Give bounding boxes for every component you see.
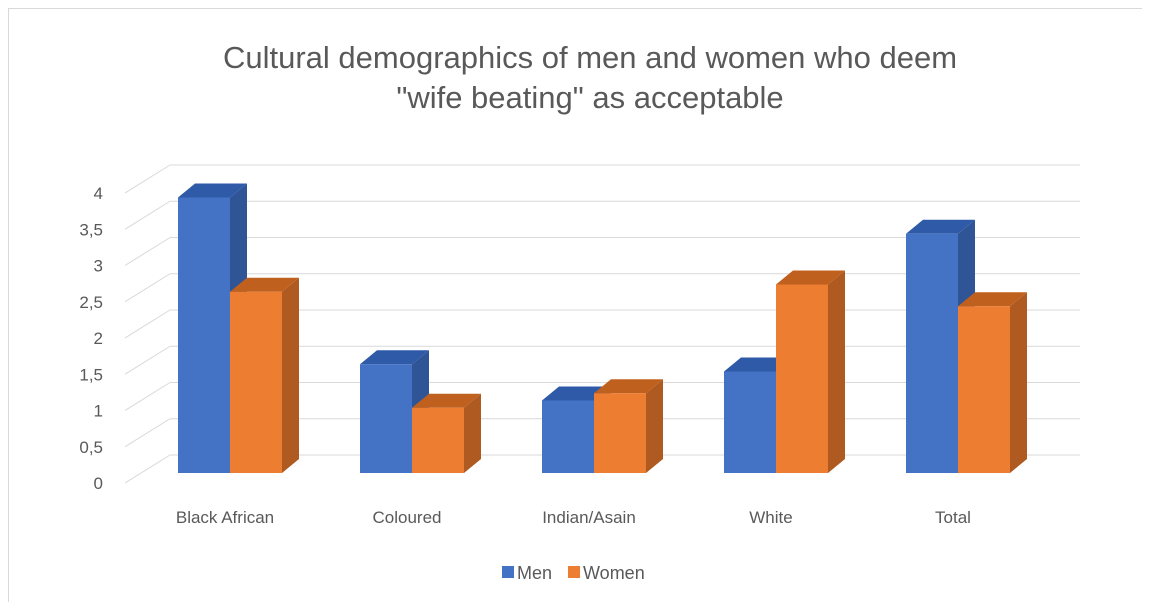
gridline-diagonal bbox=[124, 200, 171, 230]
bar-top bbox=[360, 350, 429, 365]
legend: Men Women bbox=[502, 563, 645, 583]
x-tick-label: Total bbox=[935, 508, 971, 527]
chart-title-line-2: "wife beating" as acceptable bbox=[396, 80, 784, 115]
bar-men bbox=[360, 350, 429, 473]
x-tick-label: Black African bbox=[176, 508, 274, 527]
chart-area bbox=[8, 8, 1142, 602]
bar-top bbox=[776, 270, 845, 285]
bar-side bbox=[282, 277, 299, 473]
bar-side bbox=[1010, 292, 1027, 473]
bar-women bbox=[958, 292, 1027, 473]
bar-women bbox=[230, 277, 299, 473]
y-tick-label: 2,5 bbox=[79, 293, 103, 312]
chart-title: Cultural demographics of men and women w… bbox=[0, 38, 1150, 118]
gridline-diagonal bbox=[124, 345, 171, 375]
legend-swatch bbox=[568, 566, 581, 578]
bar-top bbox=[412, 393, 481, 408]
bar-front bbox=[776, 284, 828, 473]
gridline-diagonal bbox=[124, 418, 171, 448]
y-tick-label: 2 bbox=[94, 329, 103, 348]
gridline-diagonal bbox=[124, 164, 171, 194]
gridline-diagonal bbox=[124, 382, 171, 411]
gridline-diagonal bbox=[124, 309, 171, 339]
gridline-diagonal bbox=[124, 273, 171, 303]
bar-front bbox=[178, 197, 230, 473]
bar-front bbox=[724, 371, 776, 473]
bar-women bbox=[412, 393, 481, 473]
bar-top bbox=[958, 292, 1027, 307]
legend-label: Women bbox=[583, 563, 645, 583]
y-tick-label: 0,5 bbox=[79, 438, 103, 457]
x-axis-labels: Black African Coloured Indian/Asain White To… bbox=[176, 508, 971, 527]
bar-top bbox=[542, 386, 611, 401]
bar-front bbox=[958, 306, 1010, 473]
y-axis-ticks: 0 0,5 1 1,5 2 2,5 3 3,5 4 bbox=[79, 184, 103, 493]
y-tick-label: 0 bbox=[94, 474, 103, 493]
bar-front bbox=[360, 364, 412, 473]
bar-top bbox=[724, 357, 793, 372]
legend-item-men: Men bbox=[502, 563, 552, 583]
gridline-diagonal bbox=[124, 454, 171, 484]
bar-women bbox=[594, 379, 663, 473]
bar-top bbox=[906, 219, 975, 234]
chart-title-line-1: Cultural demographics of men and women w… bbox=[222, 40, 958, 75]
bar-top bbox=[178, 183, 247, 198]
bar-front bbox=[230, 291, 282, 473]
bar-front bbox=[594, 393, 646, 473]
legend-swatch bbox=[502, 566, 514, 578]
bars bbox=[178, 183, 1027, 473]
x-tick-label: White bbox=[749, 508, 792, 527]
bar-side bbox=[646, 379, 663, 473]
bar-side bbox=[464, 393, 481, 473]
bar-side bbox=[828, 270, 845, 473]
x-tick-label: Coloured bbox=[373, 508, 442, 527]
y-tick-label: 4 bbox=[94, 184, 103, 203]
y-tick-label: 1,5 bbox=[79, 365, 103, 384]
bar-women bbox=[776, 270, 845, 473]
bar-top bbox=[230, 277, 299, 292]
bar-front bbox=[906, 233, 958, 473]
y-tick-label: 1 bbox=[94, 402, 103, 421]
legend-label: Men bbox=[517, 563, 552, 583]
x-tick-label: Indian/Asain bbox=[542, 508, 636, 527]
y-tick-label: 3 bbox=[94, 257, 103, 276]
y-tick-label: 3,5 bbox=[79, 220, 103, 239]
bar-top bbox=[594, 379, 663, 394]
gridline-diagonal bbox=[124, 237, 171, 266]
bar-front bbox=[412, 407, 464, 473]
legend-item-women: Women bbox=[568, 563, 645, 583]
bar-front bbox=[542, 400, 594, 473]
